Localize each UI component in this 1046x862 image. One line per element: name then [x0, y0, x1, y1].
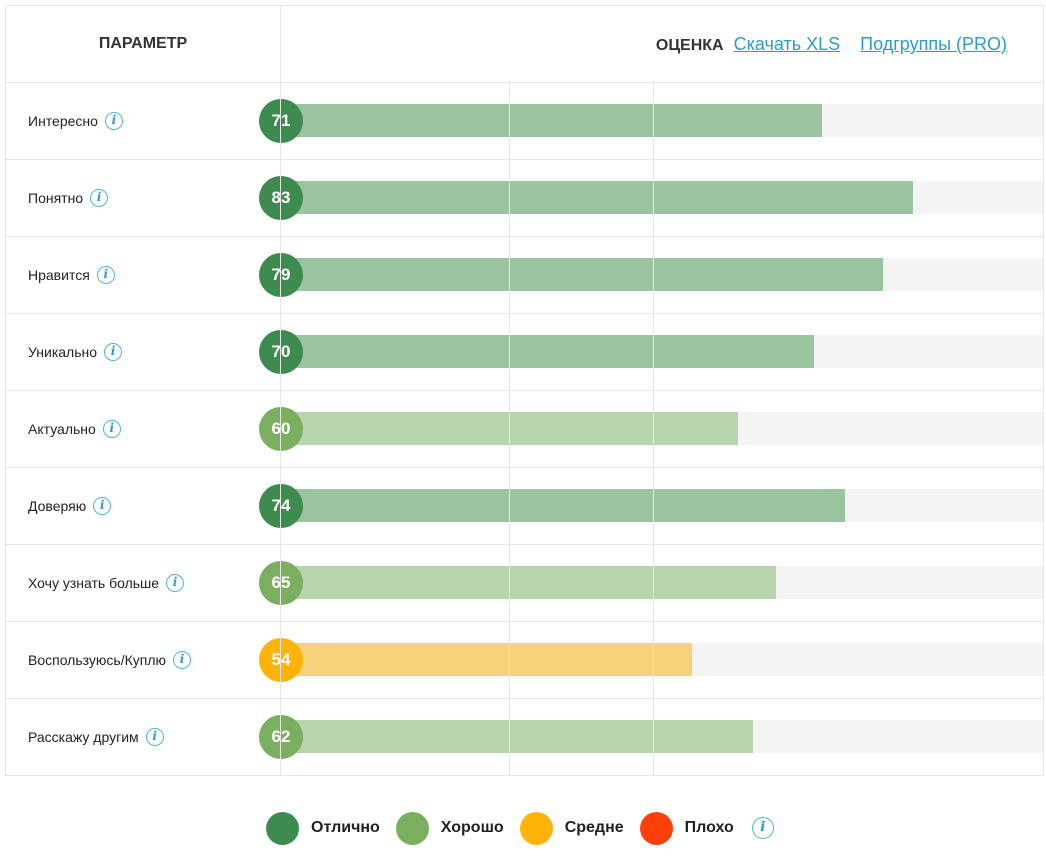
score-badge: 62	[259, 715, 303, 759]
bar-track	[281, 181, 1043, 214]
table-row: Расскажу другим i 62	[6, 699, 1043, 775]
info-icon[interactable]: i	[173, 651, 191, 669]
param-name: Актуально	[28, 421, 96, 437]
param-label: Воспользуюсь/Куплю i	[28, 622, 191, 698]
score-header-area: ОЦЕНКА Скачать XLS Подгруппы (PRO)	[656, 6, 1007, 82]
table-header: ПАРАМЕТР ОЦЕНКА Скачать XLS Подгруппы (PRO…	[6, 6, 1043, 83]
legend-swatch-average	[519, 811, 553, 845]
param-label: Расскажу другим i	[28, 699, 164, 775]
param-name: Хочу узнать больше	[28, 575, 160, 591]
column-divider	[280, 6, 281, 82]
param-name: Нравится	[28, 267, 90, 283]
legend-swatch-bad	[639, 811, 673, 845]
param-name: Понятно	[28, 190, 84, 206]
gridline	[509, 83, 510, 775]
param-label: Актуально i	[28, 391, 121, 467]
param-name: Воспользуюсь/Куплю	[28, 652, 166, 668]
table-row: Актуально i 60	[6, 391, 1043, 468]
bar-track	[281, 104, 1043, 137]
download-xls-link[interactable]: Скачать XLS	[733, 34, 841, 54]
score-badge: 70	[259, 330, 303, 374]
score-badge: 74	[259, 484, 303, 528]
param-label: Нравится i	[28, 237, 115, 313]
info-icon[interactable]: i	[96, 266, 115, 284]
table-row: Воспользуюсь/Куплю i 54	[6, 622, 1043, 699]
table-row: Нравится i 79	[6, 237, 1043, 314]
info-icon[interactable]: i	[102, 420, 121, 438]
legend-swatch-excellent	[266, 811, 299, 845]
bar	[281, 566, 777, 599]
param-label: Понятно i	[28, 160, 109, 236]
bar	[281, 181, 914, 214]
bar-track	[281, 643, 1043, 676]
param-name: Доверяю	[28, 498, 87, 514]
info-icon[interactable]: i	[166, 574, 185, 592]
subgroups-pro-link[interactable]: Подгруппы (PRO)	[860, 34, 1007, 54]
info-icon[interactable]: i	[90, 189, 109, 207]
table-row: Интересно i 71	[6, 83, 1043, 160]
legend-label: Плохо	[684, 819, 734, 836]
table-row: Понятно i 83	[6, 160, 1043, 237]
score-badge: 65	[259, 561, 303, 605]
score-badge: 83	[259, 176, 303, 220]
bar-track	[281, 720, 1043, 753]
table-row: Хочу узнать больше i 65	[6, 545, 1043, 622]
legend-label: Отлично	[311, 819, 380, 836]
table-row: Уникально i 70	[6, 314, 1043, 391]
rows-container: Интересно i 71 Понятно i 83 Нравится i 79 Уникаль…	[6, 83, 1043, 775]
bar-track	[281, 489, 1043, 522]
info-icon[interactable]: i	[93, 497, 112, 515]
info-icon[interactable]: i	[104, 343, 123, 361]
info-icon[interactable]: i	[145, 728, 164, 746]
bar-track	[281, 335, 1043, 368]
param-column-header: ПАРАМЕТР	[98, 35, 188, 52]
legend-info-icon[interactable]: i	[751, 817, 774, 839]
param-label: Уникально i	[28, 314, 123, 390]
bar	[281, 258, 883, 291]
bar	[281, 643, 693, 676]
legend-swatch-good	[395, 811, 429, 845]
gridline	[653, 83, 654, 775]
bar-track	[281, 412, 1043, 445]
score-badge: 60	[259, 407, 303, 451]
bar	[281, 335, 815, 368]
legend-label: Хорошо	[440, 819, 504, 836]
bar-track	[281, 566, 1043, 599]
param-label: Интересно i	[28, 83, 123, 159]
bar-track	[281, 258, 1043, 291]
bar	[281, 489, 845, 522]
bar	[281, 104, 823, 137]
results-table: ПАРАМЕТР ОЦЕНКА Скачать XLS Подгруппы (PRO…	[5, 5, 1044, 776]
param-name: Интересно	[28, 113, 98, 129]
legend-label: Средне	[564, 819, 624, 836]
info-icon[interactable]: i	[104, 112, 123, 130]
score-column-header: ОЦЕНКА	[655, 37, 724, 54]
score-badge: 71	[259, 99, 303, 143]
param-name: Расскажу другим	[28, 729, 139, 745]
table-row: Доверяю i 74	[6, 468, 1043, 545]
bar	[281, 720, 754, 753]
score-badge: 79	[259, 253, 303, 297]
param-label: Доверяю i	[28, 468, 112, 544]
gridline	[280, 83, 281, 775]
score-badge: 54	[259, 638, 303, 682]
legend: Отлично Хорошо Средне Плохо i	[266, 810, 774, 846]
param-name: Уникально	[28, 344, 98, 360]
param-label: Хочу узнать больше i	[28, 545, 185, 621]
